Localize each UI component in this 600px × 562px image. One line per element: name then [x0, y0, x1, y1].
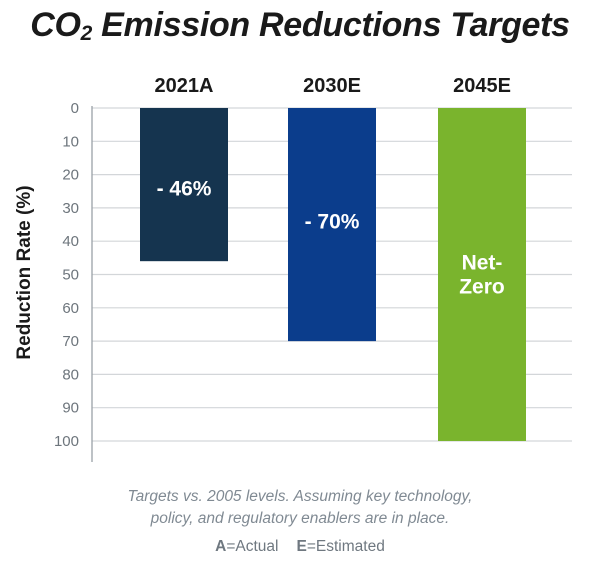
- category-label: 2030E: [303, 75, 361, 97]
- category-label: 2021A: [155, 75, 214, 97]
- bar-chart: 0 10 20 30 40 50 60 70 80 90 100 Reduction Rate (%)…: [14, 75, 572, 462]
- chart-title-subscript: 2: [80, 22, 93, 45]
- legend-actual-key: A: [215, 538, 227, 555]
- chart-title-rest: Emission Reductions Targets: [92, 6, 570, 44]
- bar-value-label: - 46%: [157, 178, 212, 201]
- y-tick-label: 20: [62, 167, 79, 184]
- bar-2045E: [438, 108, 526, 441]
- footnote-line-1: Targets vs. 2005 levels. Assuming key te…: [127, 488, 473, 505]
- bar-value-label: Net-Zero: [459, 252, 505, 299]
- legend: A=Actual E=Estimated: [0, 538, 600, 556]
- category-label: 2045E: [453, 75, 511, 97]
- chart-title-main: CO: [30, 6, 81, 44]
- y-tick-label: 70: [62, 333, 79, 350]
- y-tick-label: 80: [62, 366, 79, 383]
- y-tick-label: 30: [62, 200, 79, 217]
- y-tick-label: 10: [62, 133, 79, 150]
- y-tick-label: 100: [54, 433, 79, 450]
- y-tick-label: 60: [62, 300, 79, 317]
- y-axis-label: Reduction Rate (%): [14, 185, 35, 359]
- y-tick-label: 40: [62, 233, 79, 250]
- bar-2030E: [288, 108, 376, 342]
- footnote-line-2: policy, and regulatory enablers are in p…: [150, 510, 450, 527]
- bar-value-label: - 70%: [305, 211, 360, 234]
- legend-actual-text: =Actual: [226, 538, 279, 555]
- y-tick-label: 90: [62, 400, 79, 417]
- chart-title: CO2 Emission Reductions Targets: [0, 6, 600, 45]
- y-tick-label: 50: [62, 267, 79, 284]
- footnote: Targets vs. 2005 levels. Assuming key te…: [0, 486, 600, 530]
- legend-estimated-text: =Estimated: [306, 538, 385, 555]
- bar-2021A: [140, 108, 228, 262]
- y-tick-label: 0: [71, 100, 79, 117]
- legend-estimated-key: E: [296, 538, 307, 555]
